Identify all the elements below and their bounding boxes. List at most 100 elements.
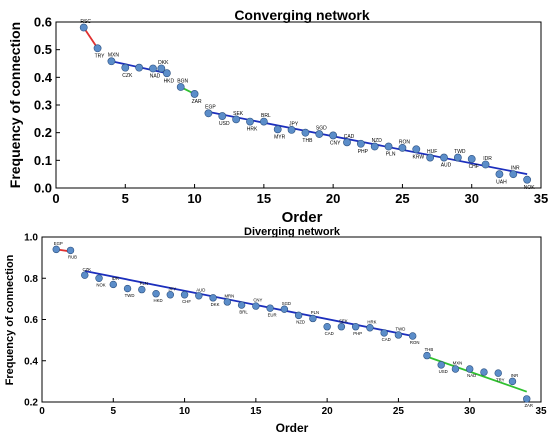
point-label: CAD [325,331,334,336]
data-point [223,298,232,306]
point-label: DKK [158,60,169,66]
y-tick-label: 0.2 [24,398,38,409]
point-label: BRL [261,113,271,119]
point-label: NAD [467,373,476,378]
chart-1-x-ticks: 0 5 10 15 20 25 30 35 [52,184,548,206]
data-point [301,128,310,137]
data-point [356,139,365,148]
data-point [366,324,374,332]
data-point [412,145,421,154]
data-point [337,323,346,331]
data-point [259,117,268,126]
point-label: CAD [344,134,355,140]
y-tick-label: 0.6 [34,15,52,30]
data-point [453,153,462,162]
data-point [209,294,217,302]
point-label: HRK [367,319,376,324]
chart-converging: Converging network 0.0 0.1 0.2 0.3 0.4 0.5 0.6… [7,7,548,226]
x-tick-label: 20 [326,191,340,206]
data-point [232,115,241,124]
x-tick-label: 20 [322,406,334,417]
point-label: EGP [54,241,63,246]
chart-2-y-axis-label: Frequency of connection [4,254,16,385]
data-point [95,274,103,282]
x-tick-label: 35 [535,406,547,417]
fit-line [208,111,528,176]
y-tick-label: 1.0 [24,233,38,244]
data-point [309,314,317,323]
chart-2-points [52,245,531,403]
data-point [66,246,75,255]
data-point [180,291,189,299]
point-label: CNY [253,298,262,303]
data-point [280,305,289,313]
data-point [138,285,146,294]
data-point [494,369,502,377]
point-label: RSC [80,19,91,25]
data-point [287,125,296,134]
y-tick-label: 0.1 [34,153,52,168]
point-label: ZAR [524,403,533,408]
point-label: MXN [108,53,120,59]
point-label: CAD [382,337,391,342]
point-label: IDR [483,156,492,162]
data-point [109,280,117,289]
data-point [495,170,504,179]
data-point [157,64,166,73]
x-tick-label: 15 [257,191,271,206]
data-point [315,130,324,138]
point-label: PHP [353,331,362,336]
chart-1-title: Converging network [234,7,370,23]
point-label: AUD [196,287,205,292]
y-tick-label: 0.0 [34,181,52,196]
data-point [466,365,474,373]
fit-line [82,27,99,49]
chart-1-x-axis-label: Order [282,209,323,226]
point-label: PLN [140,281,148,286]
point-label: CZK [122,73,133,79]
fit-line [84,270,413,337]
point-label: HRK [247,127,258,133]
point-label: MRN [224,294,234,299]
data-point [162,69,171,78]
chart-2-x-ticks: 0 5 10 15 20 25 30 35 [39,398,547,417]
data-point [218,112,227,120]
point-label: RON [399,139,411,145]
data-point [123,284,132,293]
chart-2-point-labels: EGP RUB CZK NOK IDR TWD PLN HKD JPY CHF AUD DKK MRN B… [54,241,533,408]
data-point [273,125,282,134]
data-point [190,90,199,98]
y-tick-label: 0.4 [24,356,38,367]
data-point [81,271,89,279]
data-point [508,377,517,386]
x-tick-label: 25 [395,191,409,206]
point-label: RUB [68,255,77,260]
data-point [135,63,144,72]
point-label: THB [425,347,434,352]
chart-2-title: Diverging network [244,226,341,238]
data-point [176,83,185,91]
point-label: CHF [469,164,479,170]
data-point [437,361,445,369]
point-label: JPY [168,286,176,291]
point-label: HUF [427,149,437,155]
data-point [370,142,379,151]
y-tick-label: 0.4 [34,70,53,85]
point-label: PHP [358,149,369,155]
point-label: TWD [396,327,406,332]
point-label: BRL [239,309,248,314]
data-point [237,301,246,309]
point-label: SGD [282,301,291,306]
chart-1-y-axis-label: Frequency of connection [7,22,23,188]
point-label: IDR [112,276,119,281]
data-point [294,311,303,320]
point-label: NAD [150,74,161,80]
point-label: MYR [274,134,286,140]
data-point [79,23,88,32]
point-label: PLN [311,310,319,315]
data-point [121,63,130,72]
point-label: CNY [330,141,341,147]
y-tick-label: 0.3 [34,98,52,113]
